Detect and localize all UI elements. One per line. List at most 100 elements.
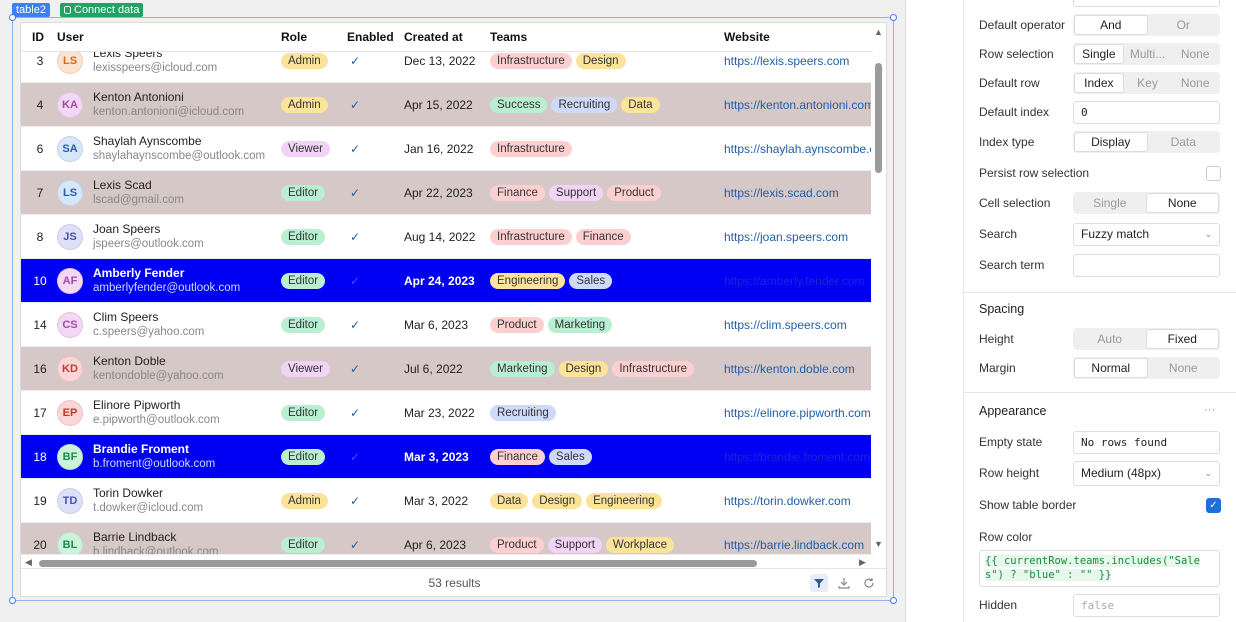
column-header[interactable]: ID xyxy=(32,30,44,44)
toggle-option[interactable]: None xyxy=(1168,361,1198,375)
table-row[interactable]: 7 LS Lexis Scad lscad@gmail.com Editor ✓ … xyxy=(21,171,873,215)
hidden-input[interactable]: false xyxy=(1073,593,1220,617)
user-name: Torin Dowker xyxy=(93,486,164,500)
column-header[interactable]: User xyxy=(57,30,84,44)
toggle-option[interactable]: Or xyxy=(1176,18,1190,32)
toggle-option[interactable]: None xyxy=(1145,193,1219,213)
enabled-check-icon: ✓ xyxy=(349,362,361,376)
id-cell: 19 xyxy=(33,494,47,508)
scroll-up-icon[interactable]: ▲ xyxy=(874,27,883,37)
refresh-icon[interactable] xyxy=(860,574,878,592)
column-header[interactable]: Created at xyxy=(404,30,463,44)
search-term-input[interactable] xyxy=(1073,253,1220,277)
filter-icon[interactable] xyxy=(810,574,828,592)
column-header[interactable]: Role xyxy=(281,30,308,44)
enabled-check-icon: ✓ xyxy=(349,54,361,68)
website-link[interactable]: https://kenton.doble.com xyxy=(724,362,855,376)
resize-handle[interactable] xyxy=(9,597,16,604)
enabled-check-icon: ✓ xyxy=(349,230,361,244)
horizontal-scroll-thumb[interactable] xyxy=(39,560,757,567)
appearance-section-title[interactable]: Appearance xyxy=(979,404,1047,418)
cell-selection-toggle[interactable]: Single None xyxy=(1073,192,1220,214)
empty-state-input[interactable]: No rows found xyxy=(1073,430,1220,454)
website-link[interactable]: https://amberly.fender.com xyxy=(724,274,865,288)
persist-row-selection-checkbox[interactable] xyxy=(1206,165,1221,181)
toggle-option[interactable]: Single xyxy=(1093,196,1127,210)
toggle-option[interactable]: None xyxy=(1180,76,1210,90)
top-input[interactable] xyxy=(1073,0,1220,7)
table-row[interactable]: 17 EP Elinore Pipworth e.pipworth@outlook… xyxy=(21,391,873,435)
created-at-cell: Jul 6, 2022 xyxy=(404,362,463,376)
horizontal-scrollbar[interactable]: ◀ ▶ xyxy=(21,554,873,570)
toggle-option[interactable]: Auto xyxy=(1097,332,1123,346)
team-badge: Data xyxy=(621,97,660,113)
table-row[interactable]: 18 BF Brandie Froment b.froment@outlook.c… xyxy=(21,435,873,479)
scroll-down-icon[interactable]: ▼ xyxy=(874,539,883,549)
search-mode-select[interactable]: Fuzzy match ⌄ xyxy=(1073,222,1220,246)
index-type-toggle[interactable]: Display Data xyxy=(1073,131,1220,153)
website-link[interactable]: https://lexis.speers.com xyxy=(724,54,850,68)
resize-handle[interactable] xyxy=(890,597,897,604)
scroll-right-icon[interactable]: ▶ xyxy=(859,557,866,567)
enabled-check-icon: ✓ xyxy=(349,450,361,464)
default-index-input[interactable]: 0 xyxy=(1073,100,1220,124)
enabled-check-icon: ✓ xyxy=(349,494,361,508)
margin-toggle[interactable]: Normal None xyxy=(1073,357,1220,379)
website-link[interactable]: https://clim.speers.com xyxy=(724,318,847,332)
vertical-scrollbar[interactable]: ▲ ▼ xyxy=(871,23,886,570)
row-color-code-editor[interactable]: {{ currentRow.teams.includes("Sales") ? … xyxy=(979,550,1220,587)
website-link[interactable]: https://torin.dowker.com xyxy=(724,494,851,508)
website-link[interactable]: https://shaylah.aynscombe.com xyxy=(724,142,873,156)
component-name-tag[interactable]: table2 xyxy=(12,3,50,17)
column-header[interactable]: Teams xyxy=(490,30,528,44)
avatar: JS xyxy=(57,224,83,250)
role-cell: Viewer xyxy=(281,347,334,391)
website-link[interactable]: https://barrie.lindback.com xyxy=(724,538,865,552)
toggle-option[interactable]: Data xyxy=(1170,135,1196,149)
table-row[interactable]: 10 AF Amberly Fender amberlyfender@outloo… xyxy=(21,259,873,303)
website-link[interactable]: https://lexis.scad.com xyxy=(724,186,839,200)
website-link[interactable]: https://brandie.froment.com xyxy=(724,450,871,464)
toggle-option[interactable]: None xyxy=(1180,47,1210,61)
enabled-check-icon: ✓ xyxy=(349,318,361,332)
table-row[interactable]: 6 SA Shaylah Aynscombe shaylahaynscombe@o… xyxy=(21,127,873,171)
column-header[interactable]: Website xyxy=(724,30,770,44)
table-row[interactable]: 4 KA Kenton Antonioni kenton.antonioni@ic… xyxy=(21,83,873,127)
connect-data-button[interactable]: Connect data xyxy=(60,3,144,17)
more-options-icon[interactable]: ··· xyxy=(1204,404,1215,416)
resize-handle[interactable] xyxy=(9,14,16,21)
toggle-option[interactable]: Single xyxy=(1074,44,1124,64)
website-link[interactable]: https://joan.speers.com xyxy=(724,230,849,244)
website-link[interactable]: https://kenton.antonioni.com xyxy=(724,98,873,112)
toggle-option[interactable]: Index xyxy=(1074,73,1124,93)
user-email: c.speers@yahoo.com xyxy=(93,326,205,338)
resize-handle[interactable] xyxy=(890,14,897,21)
default-row-toggle[interactable]: Index Key None xyxy=(1073,72,1220,94)
column-header[interactable]: Enabled xyxy=(347,30,394,44)
table-row[interactable]: 14 CS Clim Speers c.speers@yahoo.com Edit… xyxy=(21,303,873,347)
team-badge: Marketing xyxy=(490,361,555,377)
avatar: BF xyxy=(57,444,83,470)
vertical-scroll-thumb[interactable] xyxy=(875,63,882,173)
spacing-section-title[interactable]: Spacing xyxy=(979,302,1025,316)
show-table-border-checkbox[interactable]: ✓ xyxy=(1206,497,1221,513)
table-row[interactable]: 16 KD Kenton Doble kentondoble@yahoo.com … xyxy=(21,347,873,391)
toggle-option[interactable]: Multi... xyxy=(1129,47,1166,61)
toggle-option[interactable]: Key xyxy=(1137,76,1158,90)
toggle-option[interactable]: Normal xyxy=(1074,358,1148,378)
created-at-cell: Mar 3, 2023 xyxy=(404,450,469,464)
table-row[interactable]: 3 LS Lexis Speers lexisspeers@icloud.com … xyxy=(21,52,873,83)
toggle-option[interactable]: And xyxy=(1074,15,1148,35)
height-toggle[interactable]: Auto Fixed xyxy=(1073,328,1220,350)
toggle-option[interactable]: Display xyxy=(1074,132,1148,152)
download-icon[interactable] xyxy=(835,574,853,592)
table-row[interactable]: 19 TD Torin Dowker t.dowker@icloud.com Ad… xyxy=(21,479,873,523)
toggle-option[interactable]: Fixed xyxy=(1145,329,1219,349)
table-row[interactable]: 8 JS Joan Speers jspeers@outlook.com Edit… xyxy=(21,215,873,259)
default-operator-toggle[interactable]: And Or xyxy=(1073,14,1220,36)
scroll-left-icon[interactable]: ◀ xyxy=(25,557,32,567)
row-selection-toggle[interactable]: Single Multi... None xyxy=(1073,43,1220,65)
user-name: Kenton Antonioni xyxy=(93,90,184,104)
website-link[interactable]: https://elinore.pipworth.com xyxy=(724,406,871,420)
row-height-select[interactable]: Medium (48px) ⌄ xyxy=(1073,460,1220,486)
